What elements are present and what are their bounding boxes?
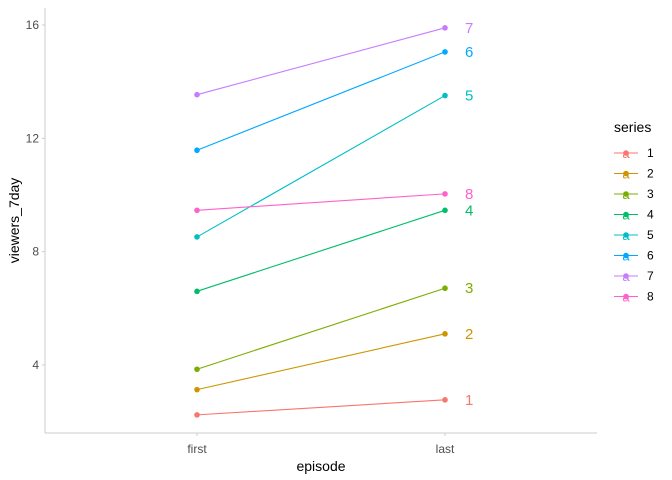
data-point-series-7 <box>442 25 448 31</box>
end-label-series-5: 5 <box>465 88 473 105</box>
series-line-1 <box>196 399 446 416</box>
legend-label: 4 <box>647 208 654 222</box>
end-label-series-7: 7 <box>465 20 473 37</box>
data-point-series-3 <box>194 366 200 373</box>
x-axis-title: episode <box>296 458 345 474</box>
legend-label: 6 <box>647 249 654 263</box>
end-label-series-3: 3 <box>465 280 473 297</box>
data-point-series-4 <box>194 288 200 295</box>
legend-label: 7 <box>647 269 654 283</box>
legend: series a 1a 2a 3a 4a 5a 6a 7a 8 <box>614 119 654 305</box>
data-point-series-8 <box>194 207 200 214</box>
series-line-3 <box>196 287 446 370</box>
legend-items: a 1a 2a 3a 4a 5a 6a 7a 8 <box>614 146 654 305</box>
legend-key-text-glyph: a <box>622 269 630 284</box>
legend-label: 3 <box>647 187 654 201</box>
y-tick-label: 4 <box>32 358 39 372</box>
y-axis-ticks: 4 8 12 16 <box>26 18 45 372</box>
legend-key-text-glyph: a <box>622 290 630 305</box>
legend-label: 2 <box>647 167 654 181</box>
legend-key-point <box>623 252 629 259</box>
end-label-series-8: 8 <box>465 186 473 203</box>
end-label-series-1: 1 <box>465 392 473 409</box>
series-line-7 <box>196 27 446 96</box>
end-label-series-4: 4 <box>465 202 473 219</box>
legend-key-text-glyph: a <box>622 228 630 243</box>
series-line-8 <box>196 193 446 211</box>
series-lines <box>196 27 446 416</box>
x-axis-ticks: first last <box>187 433 455 456</box>
data-point-series-2 <box>442 331 448 337</box>
legend-key-text-glyph: a <box>622 208 630 223</box>
series-line-6 <box>196 51 446 151</box>
x-tick-label: last <box>436 442 455 456</box>
end-label-series-2: 2 <box>465 326 473 343</box>
legend-key-point <box>623 232 629 238</box>
legend-key-point <box>623 170 629 177</box>
legend-key-point <box>623 273 629 279</box>
y-tick-label: 12 <box>26 131 40 145</box>
legend-key-text-glyph: a <box>622 167 630 182</box>
legend-key-point <box>623 293 629 300</box>
data-point-series-4 <box>442 207 448 214</box>
legend-key-text-glyph: a <box>622 249 630 264</box>
legend-key-point <box>623 191 629 197</box>
y-tick-label: 8 <box>32 245 39 259</box>
data-point-series-6 <box>194 147 200 154</box>
data-point-series-8 <box>442 191 448 197</box>
legend-key-point <box>623 150 629 156</box>
data-point-series-5 <box>442 92 448 99</box>
y-tick-label: 16 <box>26 18 40 32</box>
series-line-2 <box>196 333 446 391</box>
legend-label: 8 <box>647 290 654 304</box>
data-point-series-6 <box>442 49 448 55</box>
series-end-labels: 1 2 3 4 5 6 7 8 <box>465 20 473 409</box>
data-point-series-2 <box>194 386 200 393</box>
data-point-series-7 <box>194 91 200 98</box>
series-line-4 <box>196 209 446 292</box>
legend-title: series <box>614 119 651 135</box>
legend-key-text-glyph: a <box>622 187 630 202</box>
y-axis-title: viewers_7day <box>6 178 22 264</box>
data-point-series-1 <box>442 397 448 403</box>
series-line-5 <box>196 95 446 238</box>
x-tick-label: first <box>187 442 207 456</box>
data-point-series-5 <box>194 234 200 240</box>
legend-key-text-glyph: a <box>622 146 630 161</box>
legend-label: 5 <box>647 228 654 242</box>
data-point-series-1 <box>194 412 200 418</box>
legend-key-point <box>623 211 629 218</box>
end-label-series-6: 6 <box>465 44 473 61</box>
legend-label: 1 <box>647 146 654 160</box>
series-points <box>194 25 448 418</box>
data-point-series-3 <box>442 285 448 292</box>
